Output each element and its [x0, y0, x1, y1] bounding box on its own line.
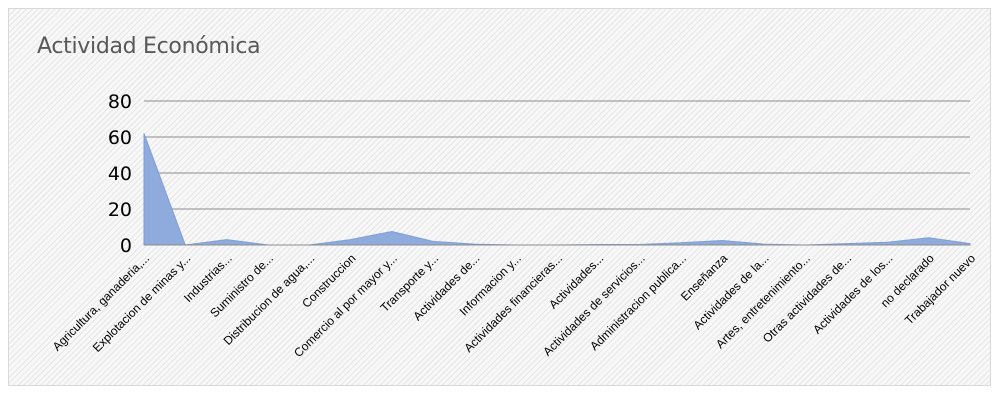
chart-frame: Actividad Económica: [8, 8, 991, 386]
y-tick-label: 40: [108, 163, 132, 185]
y-tick-label: 60: [108, 127, 132, 149]
x-tick-label: Actividades de los...: [810, 251, 895, 336]
series-area-0: [143, 133, 971, 246]
y-tick-label: 80: [108, 91, 132, 113]
y-tick-label: 20: [108, 199, 132, 221]
y-tick-label: 0: [120, 235, 132, 257]
x-tick-label: Actividades de la...: [690, 251, 771, 332]
x-tick-label: Trabajador nuevo: [902, 251, 978, 327]
chart-title: Actividad Económica: [37, 34, 261, 59]
